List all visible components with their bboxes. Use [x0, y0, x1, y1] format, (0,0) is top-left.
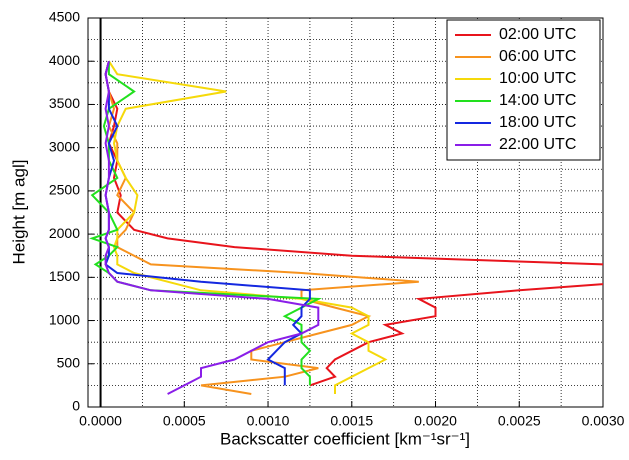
- x-tick-label: 0.0030: [582, 413, 625, 429]
- x-tick-label: 0.0005: [163, 413, 206, 429]
- legend-label: 18:00 UTC: [499, 114, 576, 131]
- y-tick-label: 4000: [49, 52, 80, 68]
- x-tick-label: 0.0015: [330, 413, 373, 429]
- y-tick-label: 2500: [49, 182, 80, 198]
- series-line: [104, 60, 320, 395]
- x-tick-label: 0.0000: [79, 413, 122, 429]
- y-tick-label: 4500: [49, 9, 80, 25]
- legend-label: 06:00 UTC: [499, 48, 576, 65]
- x-tick-label: 0.0020: [414, 413, 457, 429]
- x-axis-label: Backscatter coefficient [km⁻¹sr⁻¹]: [220, 429, 470, 448]
- y-tick-label: 3000: [49, 138, 80, 154]
- x-tick-label: 0.0010: [247, 413, 290, 429]
- legend-label: 10:00 UTC: [499, 70, 576, 87]
- y-tick-label: 2000: [49, 225, 80, 241]
- x-tick-label: 0.0025: [498, 413, 541, 429]
- legend-box: [446, 19, 601, 161]
- y-tick-label: 3500: [49, 95, 80, 111]
- series-line: [104, 60, 419, 395]
- legend-label: 14:00 UTC: [499, 92, 576, 109]
- y-tick-label: 500: [57, 354, 81, 370]
- series-line: [104, 60, 311, 386]
- series-line: [108, 60, 388, 394]
- y-tick-label: 0: [72, 398, 80, 414]
- y-tick-label: 1500: [49, 268, 80, 284]
- y-axis-label: Height [m agl]: [9, 160, 28, 265]
- legend-label: 22:00 UTC: [499, 136, 576, 153]
- y-tick-label: 1000: [49, 311, 80, 327]
- plot-lines: [89, 60, 603, 395]
- legend-label: 02:00 UTC: [499, 26, 576, 43]
